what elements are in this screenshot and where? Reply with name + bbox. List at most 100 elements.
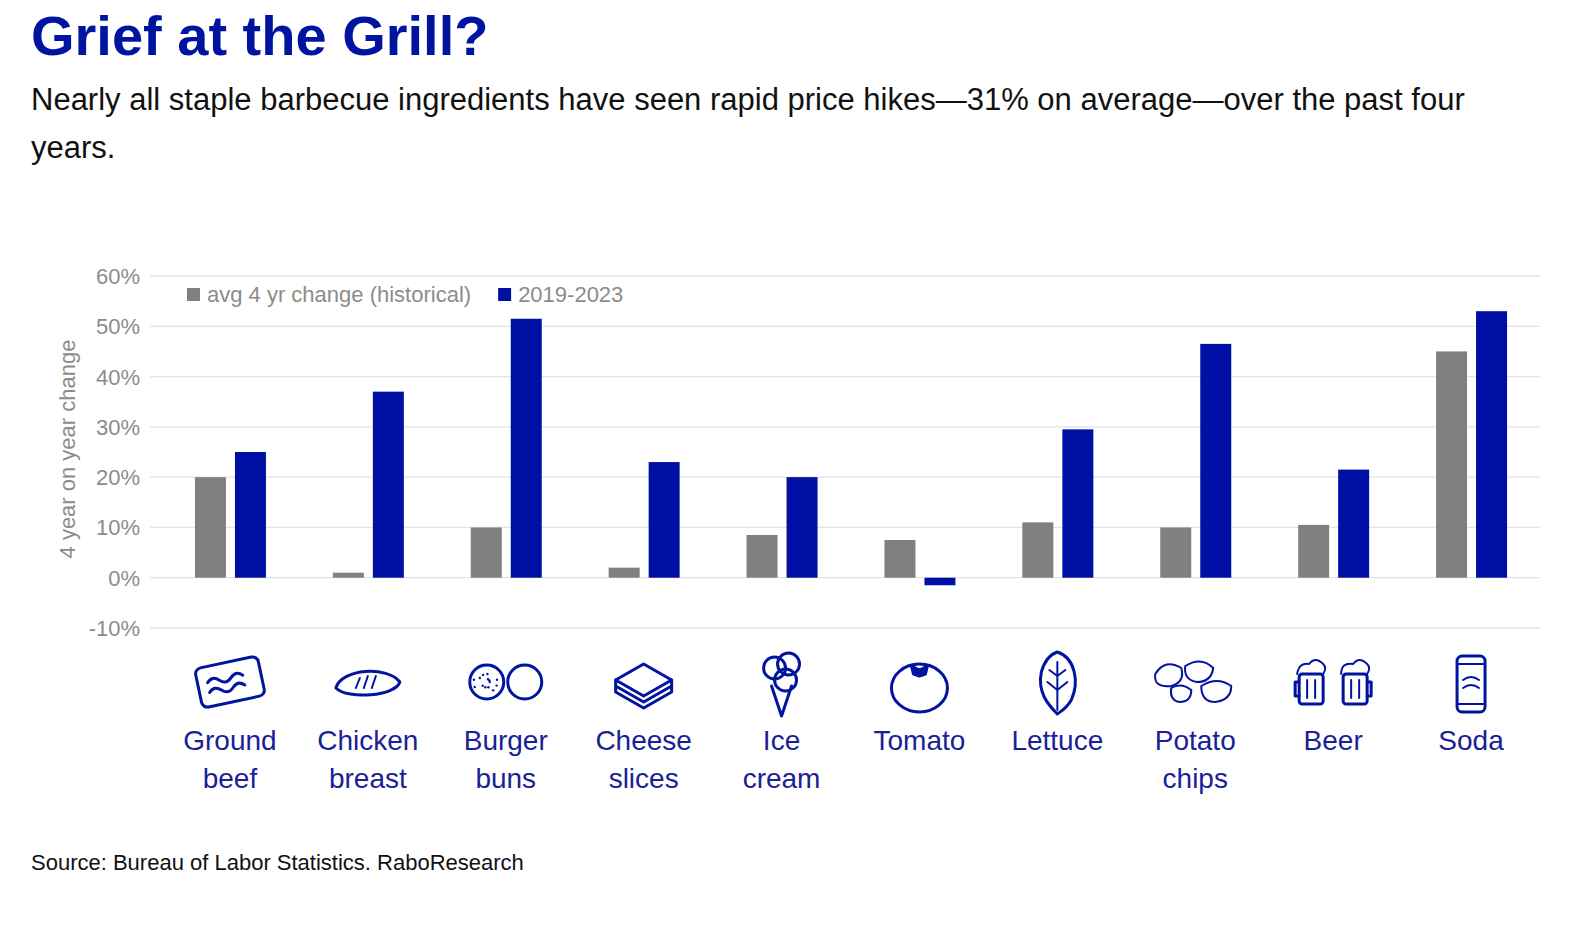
icon-part — [487, 686, 489, 688]
legend-swatch — [187, 288, 200, 301]
bar — [235, 452, 266, 578]
y-tick-label: 20% — [96, 465, 140, 490]
bar — [747, 535, 778, 578]
grid-line — [150, 376, 1540, 377]
bar — [1476, 311, 1507, 578]
icon-part — [1299, 674, 1323, 704]
bar — [1200, 344, 1231, 578]
icon-part — [336, 671, 400, 695]
icon-part — [1171, 685, 1191, 702]
y-tick-label: 50% — [96, 314, 140, 339]
grid-line — [150, 627, 1540, 628]
icon — [1040, 652, 1075, 714]
category-label-line: Potato — [1155, 725, 1236, 756]
category-label: Potato chips — [1155, 725, 1236, 794]
icon-part — [479, 677, 481, 679]
icon-part — [1047, 662, 1067, 710]
bar — [884, 540, 915, 578]
category-label-line: Burger — [464, 725, 548, 756]
bar — [649, 462, 680, 578]
icon-part — [481, 685, 483, 687]
category-label-line: Cheese — [595, 725, 692, 756]
bar — [195, 477, 226, 578]
y-tick-label: 60% — [96, 264, 140, 289]
icon-part — [194, 656, 265, 708]
subtitle: Nearly all staple barbecue ingredients h… — [31, 82, 1465, 165]
bar — [373, 392, 404, 578]
icon-part — [1457, 664, 1485, 704]
category-label-line: slices — [609, 763, 679, 794]
icon-part — [775, 669, 797, 691]
subtitle-line: Nearly all staple barbecue ingredients h… — [31, 82, 1465, 117]
icon-part — [496, 679, 498, 681]
icon-part — [1343, 674, 1367, 704]
bar — [609, 568, 640, 578]
icon-part — [470, 665, 504, 699]
icon-part — [492, 689, 494, 691]
icon-part — [474, 686, 476, 688]
y-tick-label: 10% — [96, 515, 140, 540]
category-label-line: breast — [329, 763, 407, 794]
category-label-line: Ground — [183, 725, 276, 756]
chart: Grief at the Grill? Nearly all staple bar… — [0, 0, 1575, 925]
bar — [1022, 522, 1053, 577]
icon-part — [484, 686, 486, 688]
grid-line — [150, 527, 1540, 528]
icon-part — [356, 676, 376, 688]
icon-part — [473, 679, 475, 681]
icon — [470, 665, 542, 699]
bar — [471, 527, 502, 577]
icon — [1295, 660, 1371, 704]
subtitle-line: years. — [31, 130, 115, 165]
y-tick-label: 30% — [96, 415, 140, 440]
y-tick-label: 40% — [96, 365, 140, 390]
icon — [194, 656, 265, 708]
grid-line — [150, 275, 1540, 276]
category-label-line: Ice — [763, 725, 800, 756]
icon-part — [487, 678, 489, 680]
icon — [616, 664, 672, 708]
grid-line — [150, 326, 1540, 327]
category-label: Burgerbuns — [464, 725, 548, 794]
title: Grief at the Grill? — [31, 4, 488, 67]
icon-part — [207, 672, 246, 695]
category-label-line: chips — [1163, 763, 1228, 794]
icon-part — [616, 680, 672, 708]
bars — [195, 311, 1507, 585]
icon-part — [495, 684, 497, 686]
grid — [150, 276, 1540, 628]
bar — [787, 477, 818, 578]
category-label: Lettuce — [1011, 725, 1103, 756]
legend-label: avg 4 yr change (historical) — [207, 282, 471, 307]
icon-part — [482, 674, 484, 676]
icon — [336, 671, 400, 695]
icon-part — [1185, 661, 1213, 682]
bar — [1436, 351, 1467, 577]
icon-part — [911, 666, 927, 676]
bar — [333, 573, 364, 578]
icon-part — [1040, 652, 1075, 714]
category-label: Icecream — [743, 725, 821, 794]
icon-part — [1201, 681, 1231, 702]
category-label: Cheese slices — [595, 725, 692, 794]
grid-line — [150, 426, 1540, 427]
icon-part — [508, 665, 542, 699]
icon-part — [1155, 664, 1182, 686]
bar — [1160, 527, 1191, 577]
icon — [764, 653, 800, 716]
icon-part — [1457, 656, 1485, 712]
y-tick-label: 0% — [108, 566, 140, 591]
source: Source: Bureau of Labor Statistics. Rabo… — [31, 850, 524, 875]
icon — [891, 664, 947, 712]
icon-part — [1307, 680, 1359, 698]
legend-swatch — [498, 288, 511, 301]
category-label: Groundbeef — [183, 725, 276, 794]
grid-line — [150, 476, 1540, 477]
category-label: Beer — [1304, 725, 1363, 756]
icon — [1155, 661, 1231, 702]
category-label: Chickenbreast — [317, 725, 418, 794]
bar — [1338, 470, 1369, 578]
category-label-line: Lettuce — [1011, 725, 1103, 756]
bar — [1062, 429, 1093, 577]
icon-part — [891, 664, 947, 712]
